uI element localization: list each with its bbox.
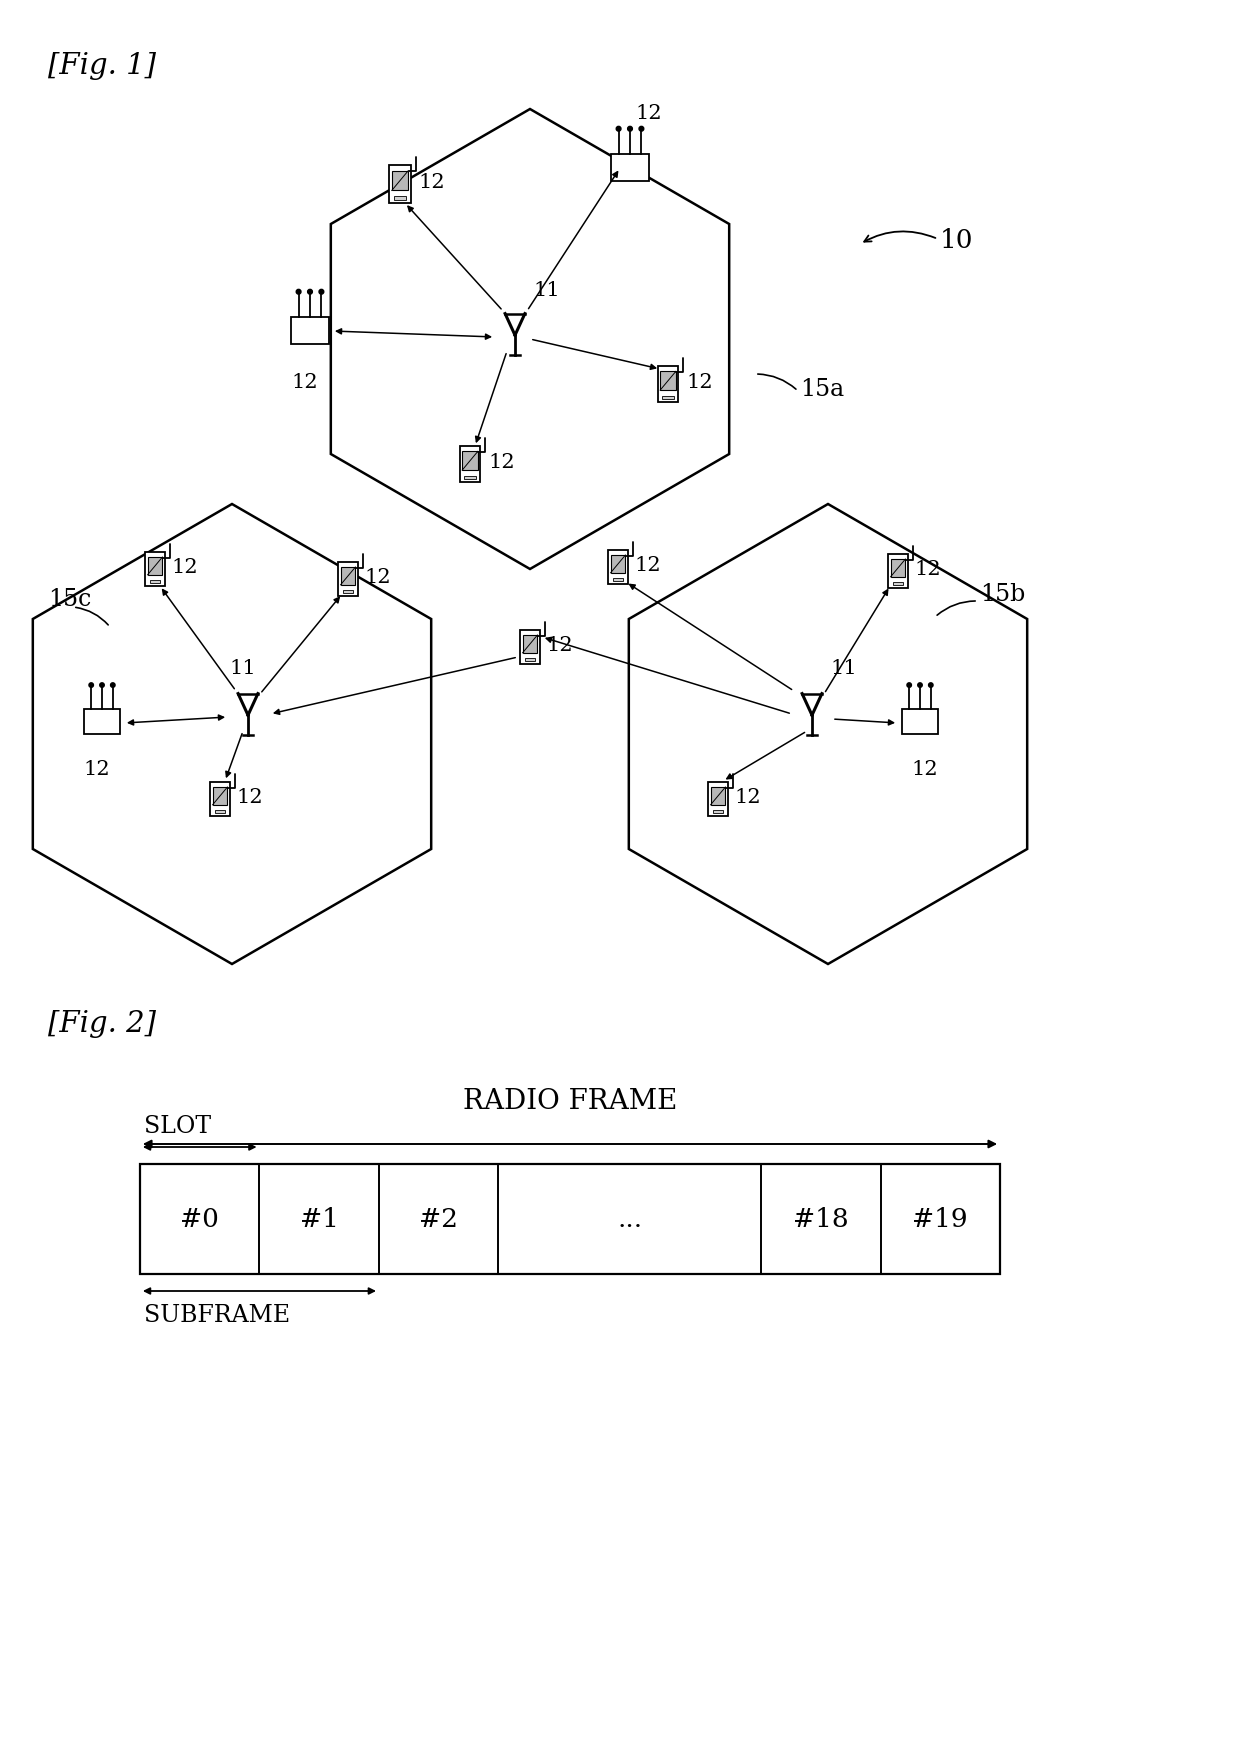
Bar [394,198,405,201]
Circle shape [110,683,115,689]
Circle shape [99,683,104,689]
Bar [392,171,408,191]
Circle shape [639,128,644,133]
Text: 11: 11 [830,659,857,678]
Bar [463,453,477,470]
Text: RADIO FRAME: RADIO FRAME [463,1087,677,1115]
Bar [708,783,728,816]
Text: 15b: 15b [980,584,1025,607]
Bar [660,372,676,392]
Circle shape [296,290,301,295]
Text: 12: 12 [686,374,713,392]
Circle shape [89,683,93,689]
Text: [Fig. 2]: [Fig. 2] [48,1009,156,1037]
Text: 15a: 15a [800,378,844,402]
Bar [140,1164,999,1274]
Text: 11: 11 [229,659,257,678]
Text: 12: 12 [418,173,445,192]
Bar [525,659,536,662]
Text: 15c: 15c [48,587,92,612]
Text: #0: #0 [180,1206,219,1232]
Bar [711,788,725,806]
Bar [608,551,627,586]
Circle shape [319,290,324,295]
Text: 12: 12 [546,636,573,656]
Text: 12: 12 [911,760,939,778]
Text: 10: 10 [940,227,973,253]
Circle shape [308,290,312,295]
Bar [888,554,908,589]
Bar [890,559,905,577]
Text: 12: 12 [914,559,941,579]
Bar [84,710,120,734]
Bar [212,788,227,806]
Bar [460,447,480,482]
Text: 12: 12 [635,103,662,122]
Bar [713,811,723,815]
Bar [145,552,165,587]
Bar [464,475,476,481]
Text: 12: 12 [236,788,263,808]
Circle shape [929,683,932,689]
Bar [657,367,678,402]
Text: #2: #2 [419,1206,458,1232]
Circle shape [616,128,621,133]
Text: 11: 11 [533,281,559,301]
Bar [901,710,937,734]
Bar [148,558,162,575]
Bar [613,579,624,582]
Text: 12: 12 [365,568,391,587]
Bar [291,318,329,344]
Bar [150,580,160,584]
Text: #18: #18 [794,1206,848,1232]
Bar [611,156,649,182]
Text: 12: 12 [291,372,319,392]
Circle shape [906,683,911,689]
Circle shape [918,683,923,689]
Circle shape [627,128,632,133]
Text: SLOT: SLOT [144,1115,211,1138]
Bar [520,631,539,664]
Text: 12: 12 [634,556,661,575]
Bar [342,591,353,594]
Bar [210,783,229,816]
Bar [341,568,356,586]
Bar [662,397,673,400]
Bar [215,811,226,815]
Bar [339,563,358,596]
Bar [522,636,537,654]
Text: #19: #19 [913,1206,968,1232]
Bar [610,556,625,573]
Text: 12: 12 [83,760,110,778]
Bar [389,166,410,205]
Text: SUBFRAME: SUBFRAME [144,1304,290,1327]
Text: ...: ... [618,1206,642,1232]
Text: 12: 12 [734,788,760,808]
Text: [Fig. 1]: [Fig. 1] [48,52,156,80]
Text: 12: 12 [171,558,197,577]
Bar [893,582,904,586]
Text: 12: 12 [489,453,515,472]
Text: #1: #1 [300,1206,339,1232]
